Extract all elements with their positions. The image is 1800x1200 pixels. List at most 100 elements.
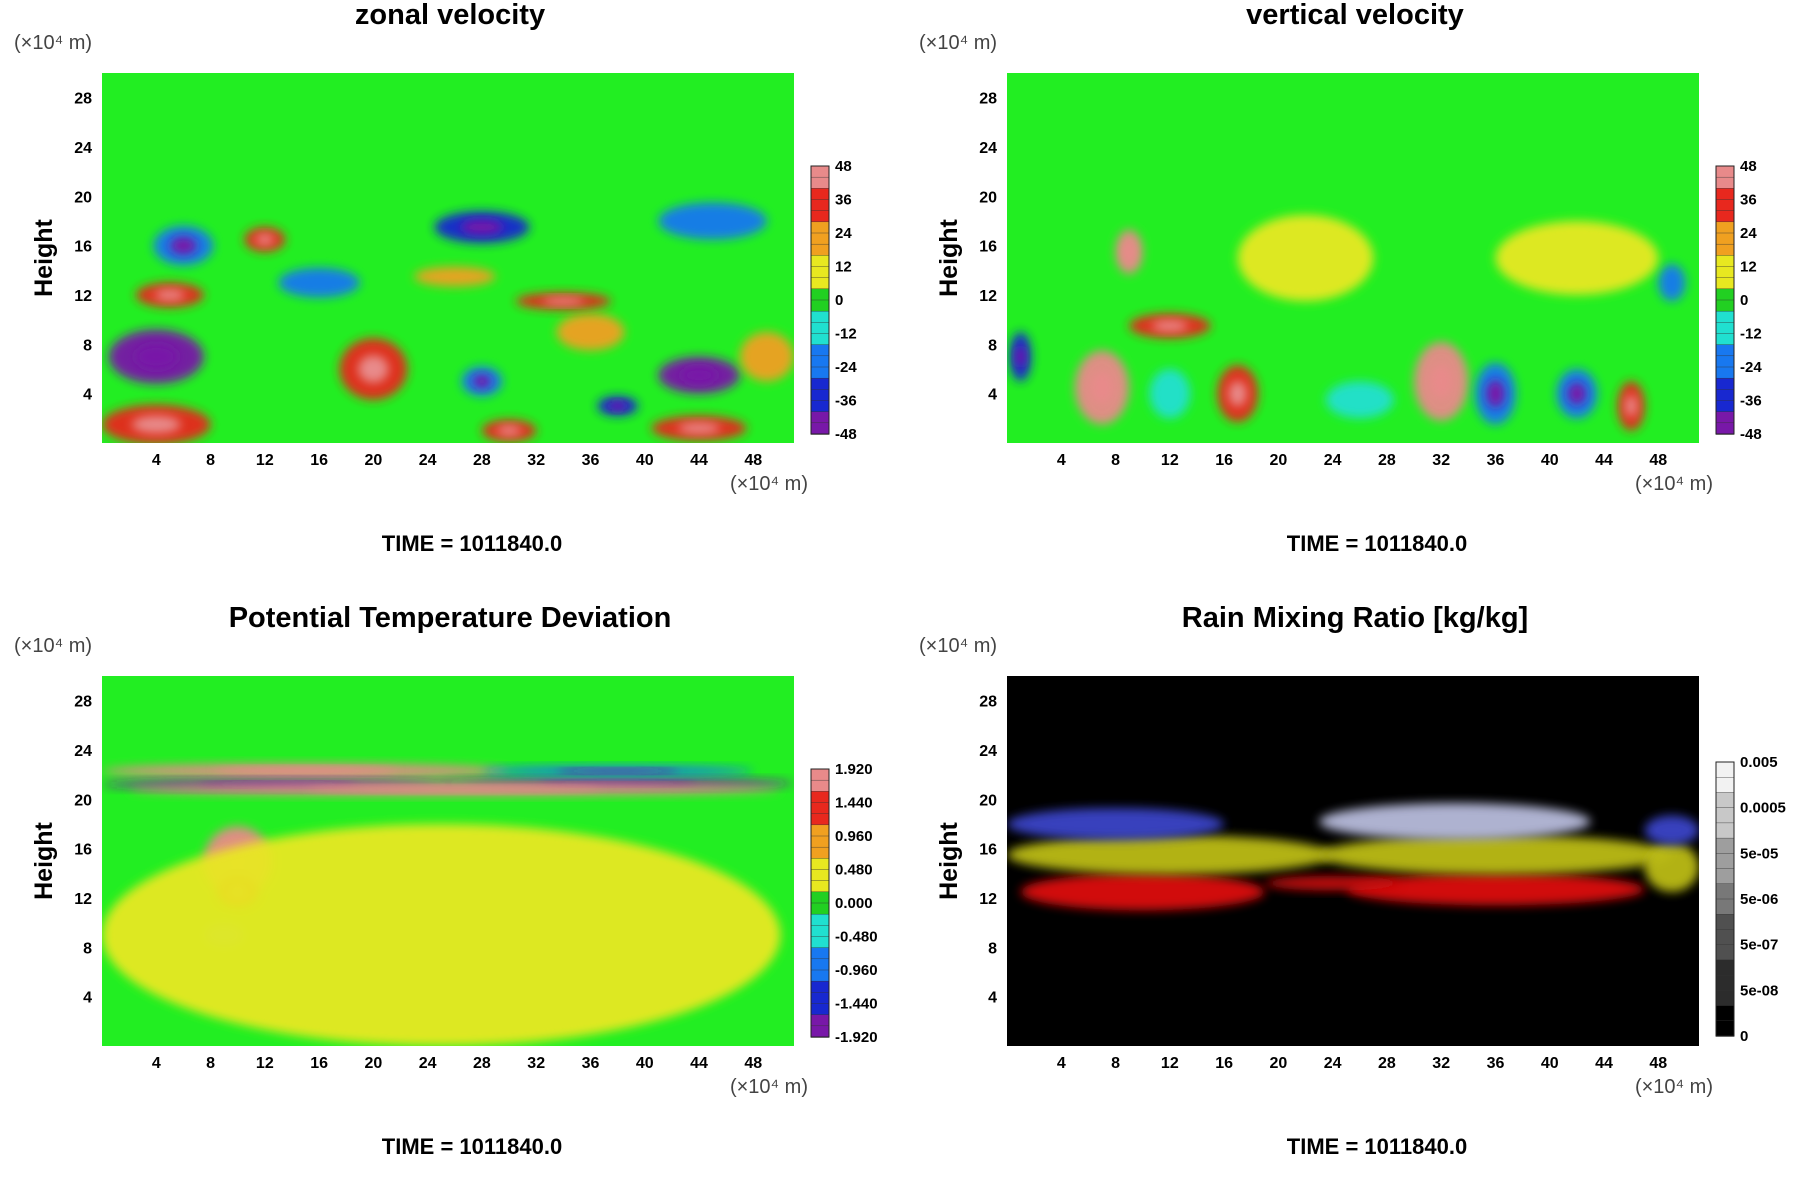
colorbar-segment: [1715, 310, 1735, 324]
colorbar-label: 0.960: [835, 828, 873, 845]
colorbar-segment: [810, 936, 830, 949]
x-tick-label: 4: [1057, 452, 1066, 469]
colorbar-segment: [810, 779, 830, 793]
x-tick-label: 28: [473, 1055, 491, 1072]
field-feature-core: [1625, 394, 1638, 418]
field-feature: [1346, 873, 1645, 906]
field-feature: [1658, 264, 1686, 302]
colorbar-segment: [810, 400, 830, 413]
colorbar-label: -24: [835, 359, 857, 376]
x-tick-label: 12: [256, 1055, 274, 1072]
colorbar-segment: [810, 310, 830, 324]
x-tick-label: 28: [1378, 452, 1396, 469]
colorbar-segment: [1715, 883, 1735, 900]
x-tick-label: 4: [152, 452, 161, 469]
colorbar-segment: [1715, 288, 1735, 301]
colorbar-label: -48: [1740, 426, 1762, 443]
colorbar-segment: [1715, 400, 1735, 413]
colorbar-segment: [810, 947, 830, 960]
x-tick-label: 20: [364, 1055, 382, 1072]
field-feature-core: [496, 425, 522, 436]
colorbar-label: -12: [835, 326, 857, 343]
chart-title: Potential Temperature Deviation: [229, 602, 672, 634]
x-tick-label: 44: [690, 452, 708, 469]
colorbar-segment: [810, 266, 830, 279]
colorbar-segment: [1715, 299, 1735, 312]
x-tick-label: 44: [690, 1055, 708, 1072]
field-feature: [658, 202, 767, 240]
colorbar-label: 1.440: [835, 795, 873, 812]
colorbar-label: -36: [835, 393, 857, 410]
field-feature-core: [680, 366, 718, 384]
x-tick-label: 48: [1649, 452, 1667, 469]
y-tick-label: 16: [74, 842, 92, 859]
field-feature-core: [154, 289, 186, 301]
y-tick-label: 24: [74, 743, 92, 760]
field-feature-core: [541, 297, 585, 306]
x-tick-label: 12: [256, 452, 274, 469]
field-feature: [1319, 835, 1672, 875]
colorbar-label: 36: [1740, 192, 1757, 209]
colorbar-segment: [810, 344, 830, 357]
field-feature-core: [1089, 370, 1115, 405]
colorbar-label: 5e-07: [1740, 937, 1778, 954]
field-feature: [1007, 807, 1225, 841]
colorbar-segment: [1715, 974, 1735, 992]
colorbar-segment: [1715, 1005, 1735, 1022]
colorbar-segment: [810, 243, 830, 257]
field-feature: [102, 824, 781, 1046]
colorbar-label: 0.005: [1740, 754, 1778, 771]
y-tick-label: 4: [988, 387, 997, 404]
y-tick-label: 4: [83, 990, 92, 1007]
x-tick-label: 40: [636, 452, 654, 469]
y-axis-unit: (×10⁴ m): [14, 32, 92, 54]
colorbar-segment: [810, 288, 830, 301]
field-feature-core: [1151, 320, 1189, 332]
colorbar-label: -48: [835, 426, 857, 443]
time-label: TIME = 1011840.0: [1287, 1134, 1467, 1159]
field-feature: [1264, 875, 1401, 891]
field-feature: [1644, 842, 1699, 892]
colorbar-segment: [1715, 344, 1735, 357]
y-tick-label: 20: [979, 189, 997, 206]
x-tick-label: 44: [1595, 1055, 1613, 1072]
y-tick-label: 20: [979, 792, 997, 809]
colorbar-label: 0.0005: [1740, 800, 1786, 817]
colorbar-label: 5e-06: [1740, 891, 1778, 908]
y-axis-label: Height: [935, 821, 963, 899]
x-tick-label: 32: [1432, 1055, 1450, 1072]
colorbar-label: -24: [1740, 359, 1762, 376]
chart-title: Rain Mixing Ratio [kg/kg]: [1182, 602, 1528, 634]
colorbar-segment: [1715, 792, 1735, 809]
field-feature: [1007, 835, 1333, 875]
colorbar-segment: [810, 791, 830, 804]
field-feature: [1237, 214, 1374, 302]
colorbar-segment: [810, 969, 830, 982]
y-tick-label: 16: [74, 239, 92, 256]
x-tick-label: 28: [473, 452, 491, 469]
x-tick-label: 20: [1269, 1055, 1287, 1072]
colorbar-segment: [1715, 165, 1735, 178]
colorbar-segment: [810, 210, 830, 223]
colorbar-segment: [1715, 243, 1735, 257]
x-tick-label: 48: [744, 1055, 762, 1072]
x-tick-label: 36: [1487, 1055, 1505, 1072]
colorbar-segment: [1715, 761, 1735, 778]
colorbar-label: 0: [1740, 292, 1748, 309]
colorbar-segment: [810, 255, 830, 268]
y-tick-label: 16: [979, 842, 997, 859]
colorbar-segment: [1715, 266, 1735, 279]
colorbar-segment: [810, 925, 830, 938]
colorbar-segment: [810, 355, 830, 368]
x-axis-unit: (×10⁴ m): [1635, 1076, 1713, 1098]
colorbar-segment: [1715, 898, 1735, 915]
field-feature-core: [472, 374, 492, 388]
colorbar-label: 0: [1740, 1028, 1748, 1045]
colorbar-frame: [1715, 165, 1735, 435]
colorbar-segment: [810, 1003, 830, 1016]
field-feature: [556, 313, 625, 351]
colorbar-segment: [1715, 377, 1735, 391]
colorbar-segment: [1715, 322, 1735, 335]
x-tick-label: 40: [636, 1055, 654, 1072]
field-feature: [1644, 815, 1699, 845]
